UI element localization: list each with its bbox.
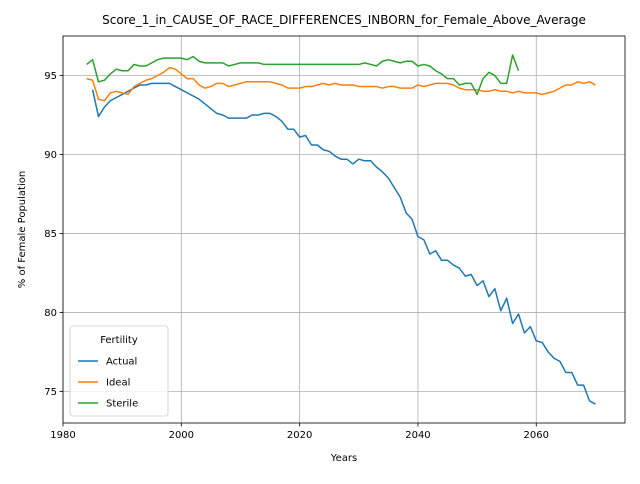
- x-tick-label: 2020: [287, 430, 312, 441]
- legend-label-ideal: Ideal: [106, 378, 130, 389]
- legend-items: Actual Ideal Sterile: [78, 357, 138, 410]
- x-axis-label: Years: [330, 453, 357, 464]
- x-tick-label: 2040: [405, 430, 430, 441]
- series-line-actual: [91, 82, 596, 405]
- x-tick-label: 2000: [169, 430, 194, 441]
- y-axis-label: % of Female Population: [17, 171, 28, 288]
- series-lines: [86, 54, 596, 405]
- chart-title: Score_1_in_CAUSE_OF_RACE_DIFFERENCES_INB…: [102, 13, 586, 27]
- plot-frame: [62, 35, 626, 424]
- x-tick-label: 2060: [524, 430, 549, 441]
- legend-label-sterile: Sterile: [106, 399, 138, 410]
- series-line-ideal: [86, 66, 596, 102]
- legend-box: [69, 325, 169, 417]
- series-line-sterile: [86, 54, 520, 96]
- y-tick-label: 80: [44, 308, 57, 319]
- legend-title: Fertility: [100, 335, 138, 346]
- y-tick-label: 90: [44, 150, 57, 161]
- y-tick-label: 75: [44, 387, 57, 398]
- y-tick-label: 95: [44, 71, 57, 82]
- legend-label-actual: Actual: [106, 357, 137, 368]
- y-axis-ticks: 75 80 85 90 95: [44, 71, 63, 398]
- x-axis-ticks: 1980 2000 2020 2040 2060: [50, 423, 549, 441]
- x-tick-label: 1980: [50, 430, 75, 441]
- legend: Fertility Actual Ideal Sterile: [69, 325, 169, 417]
- y-tick-label: 85: [44, 229, 57, 240]
